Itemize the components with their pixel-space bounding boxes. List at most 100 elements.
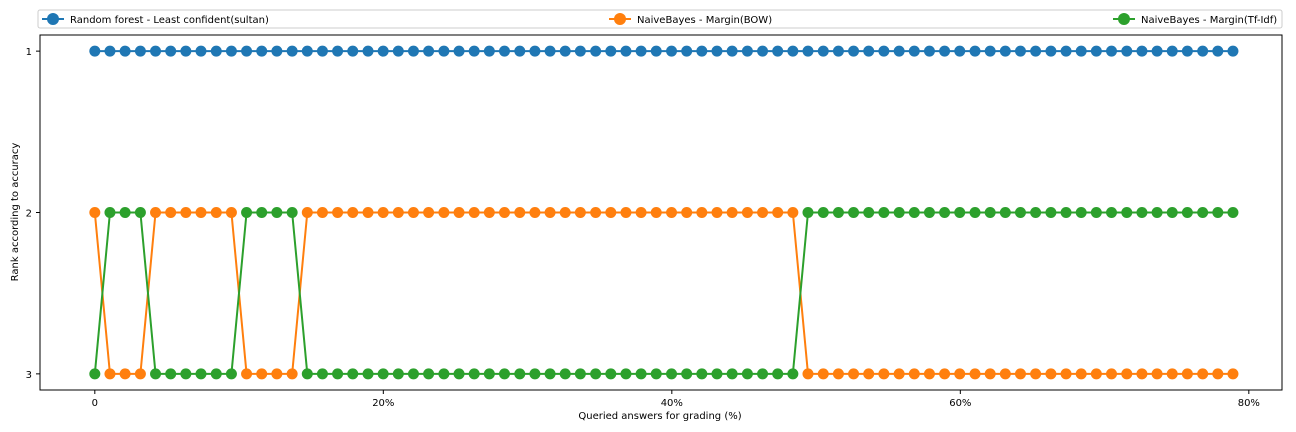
- data-point: [392, 368, 404, 380]
- series-line-1: [93, 211, 1233, 375]
- data-point: [620, 368, 632, 380]
- data-point: [1166, 207, 1178, 218]
- data-point: [301, 368, 313, 380]
- data-point: [1045, 207, 1057, 218]
- data-point: [1121, 45, 1133, 57]
- data-point: [681, 207, 693, 218]
- data-point: [802, 207, 814, 218]
- data-point: [908, 368, 920, 380]
- data-point: [1151, 368, 1163, 380]
- data-point: [741, 45, 753, 57]
- data-point: [559, 368, 571, 380]
- data-point: [969, 368, 981, 380]
- data-point: [362, 45, 374, 57]
- data-point: [574, 368, 586, 380]
- data-point: [939, 207, 951, 218]
- data-point: [863, 207, 875, 218]
- data-point: [468, 368, 480, 380]
- data-point: [1151, 45, 1163, 57]
- data-point: [666, 207, 678, 218]
- data-point: [984, 45, 996, 57]
- data-point: [681, 368, 693, 380]
- data-point: [954, 207, 966, 218]
- legend-label-random-forest: Random forest - Least confident(sultan): [70, 15, 269, 26]
- data-point: [362, 207, 374, 218]
- data-point: [468, 45, 480, 57]
- data-point: [256, 45, 268, 57]
- data-point: [150, 207, 162, 218]
- data-point: [134, 207, 146, 218]
- data-point: [1090, 207, 1102, 218]
- data-point: [1090, 45, 1102, 57]
- data-point: [817, 368, 829, 380]
- data-point: [332, 207, 344, 218]
- data-point: [1227, 207, 1239, 218]
- data-point: [757, 45, 769, 57]
- data-point: [908, 207, 920, 218]
- data-point: [1060, 45, 1072, 57]
- data-point: [104, 45, 116, 57]
- data-point: [999, 45, 1011, 57]
- data-point: [150, 368, 162, 380]
- data-point: [726, 368, 738, 380]
- data-point: [407, 207, 419, 218]
- y-axis-label: Rank according to accuracy: [10, 143, 21, 282]
- data-point: [1121, 207, 1133, 218]
- data-point: [923, 368, 935, 380]
- data-point: [984, 207, 996, 218]
- data-point: [1030, 207, 1042, 218]
- data-point: [180, 368, 192, 380]
- data-point: [150, 45, 162, 57]
- data-point: [893, 207, 905, 218]
- data-point: [878, 45, 890, 57]
- data-point: [423, 368, 435, 380]
- data-point: [878, 207, 890, 218]
- data-point: [438, 368, 450, 380]
- data-point: [1075, 45, 1087, 57]
- data-point: [241, 368, 253, 380]
- data-point: [772, 368, 784, 380]
- data-point: [696, 45, 708, 57]
- data-point: [104, 207, 116, 218]
- data-point: [620, 45, 632, 57]
- data-point: [1197, 45, 1209, 57]
- data-point: [650, 45, 662, 57]
- data-point: [590, 207, 602, 218]
- series-layer: [89, 45, 1239, 380]
- data-point: [316, 45, 328, 57]
- data-point: [954, 368, 966, 380]
- data-point: [498, 368, 510, 380]
- data-point: [802, 368, 814, 380]
- data-point: [195, 368, 207, 380]
- data-point: [256, 207, 268, 218]
- data-point: [1060, 368, 1072, 380]
- data-point: [1166, 45, 1178, 57]
- data-point: [392, 207, 404, 218]
- legend-marker-naivebayes-bow: [614, 13, 626, 25]
- data-point: [848, 45, 860, 57]
- data-point: [1212, 207, 1224, 218]
- data-point: [908, 45, 920, 57]
- data-point: [711, 207, 723, 218]
- data-point: [544, 207, 556, 218]
- data-point: [195, 45, 207, 57]
- data-point: [605, 207, 617, 218]
- data-point: [195, 207, 207, 218]
- data-point: [1030, 45, 1042, 57]
- data-point: [1075, 368, 1087, 380]
- data-point: [332, 368, 344, 380]
- legend-entry-naivebayes-bow: NaiveBayes - Margin(BOW): [609, 13, 772, 26]
- data-point: [453, 45, 465, 57]
- data-point: [347, 45, 359, 57]
- data-point: [1151, 207, 1163, 218]
- data-point: [741, 368, 753, 380]
- data-point: [119, 207, 131, 218]
- y-tick-label: 3: [26, 370, 32, 381]
- data-point: [377, 45, 389, 57]
- data-point: [787, 45, 799, 57]
- series-line-2: [93, 211, 1233, 375]
- data-point: [954, 45, 966, 57]
- data-point: [347, 368, 359, 380]
- data-point: [666, 368, 678, 380]
